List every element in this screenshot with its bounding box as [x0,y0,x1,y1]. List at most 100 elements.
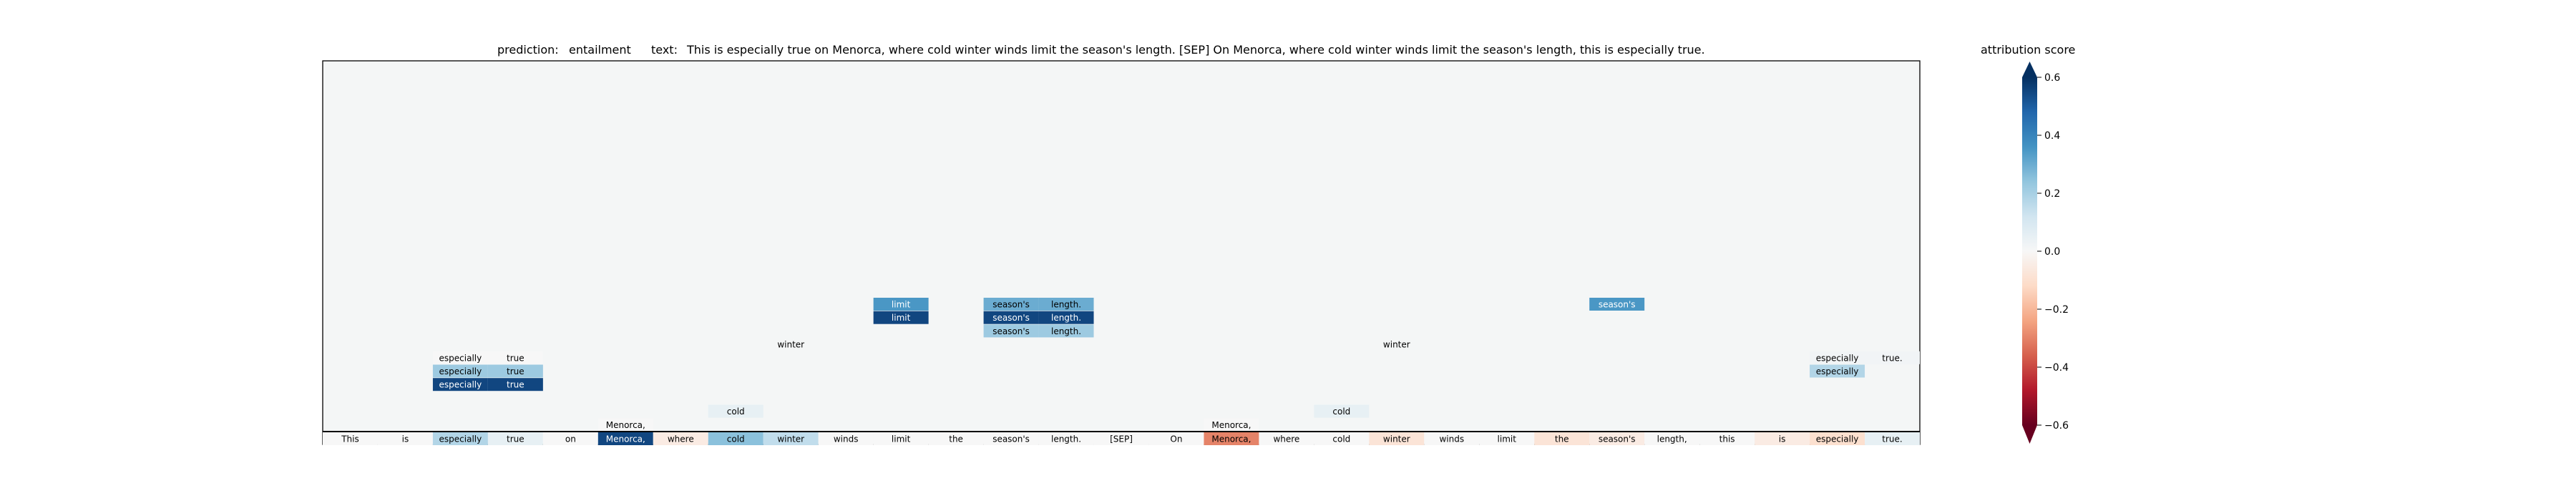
attention-cell [1038,311,1094,324]
attention-cell [1204,418,1259,432]
attention-cell [487,364,543,378]
attention-label: season's [992,313,1030,323]
token-label: season's [1599,434,1636,444]
attention-cell [1589,298,1645,311]
colorbar-gradient [2022,77,2037,425]
attention-label: true [507,366,525,376]
token-label: where [668,434,694,444]
attention-cell [597,418,653,432]
token-cell [1369,432,1425,445]
token-cell [1038,432,1094,445]
colorbar-tick-label: 0.4 [2044,130,2060,142]
token-label: winter [777,434,804,444]
token-label: This [341,434,359,444]
token-label: winds [1439,434,1464,444]
attention-cell [432,364,488,378]
attention-label: cold [727,407,745,417]
token-label: especially [439,434,482,444]
attention-cell [1810,351,1865,364]
attention-cell [1038,324,1094,338]
attention-label: season's [992,326,1030,336]
prediction-value: entailment [569,43,631,57]
token-label: Menorca, [1211,434,1251,444]
attention-label: limit [892,313,911,323]
token-label: this [1719,434,1735,444]
token-cell [597,432,653,445]
attention-label: especially [1816,353,1859,363]
token-cell [1534,432,1590,445]
attention-cell [763,338,819,351]
token-cell [653,432,708,445]
token-cell [1093,432,1149,445]
token-label: especially [1816,434,1859,444]
attention-cell [432,378,488,391]
token-label: where [1273,434,1299,444]
attention-label: winter [777,340,804,350]
attention-label: season's [1599,300,1636,310]
attention-cell [1369,338,1425,351]
colorbar-tick-label: −0.2 [2044,304,2069,316]
token-label: [SEP] [1110,434,1133,444]
token-cell [377,432,433,445]
text-value: This is especially true on Menorca, wher… [687,43,1705,57]
token-cell [1589,432,1645,445]
attention-label: season's [992,300,1030,310]
colorbar-top-arrow [2022,62,2037,77]
attention-cell [1038,298,1094,311]
token-cell [818,432,874,445]
attention-label: especially [1816,366,1859,376]
token-cell [708,432,763,445]
colorbar-title: attribution score [1981,43,2076,57]
token-cell [1755,432,1810,445]
token-label: Menorca, [606,434,645,444]
colorbar: 0.6 0.4 0.2 0.0 −0.2 −0.4 −0.6 [2022,62,2069,444]
attention-label: length. [1051,300,1081,310]
heatmap-cells: This is especially true on Menorca, where cold w… [323,298,1920,445]
token-cell [763,432,819,445]
attention-label: limit [892,300,911,310]
token-label: limit [1498,434,1517,444]
token-cell [542,432,598,445]
token-cell [1479,432,1535,445]
attention-label: especially [439,380,482,390]
plot-area [322,60,1921,445]
token-cell [432,432,488,445]
attention-cell [983,324,1039,338]
text-label: text: [651,43,678,57]
attention-cell [1865,351,1920,364]
token-cell [873,432,929,445]
attention-label: Menorca, [606,420,645,430]
attention-label: winter [1383,340,1410,350]
token-label: limit [892,434,911,444]
attention-label: especially [439,366,482,376]
token-label: true [507,434,525,444]
token-label: On [1170,434,1182,444]
colorbar-tick-label: 0.6 [2044,72,2060,84]
colorbar-tick-label: 0.2 [2044,188,2060,200]
attention-cell [873,311,929,324]
token-label: season's [992,434,1030,444]
colorbar-tick-label: 0.0 [2044,246,2060,258]
attention-label: Menorca, [1211,420,1251,430]
token-cell [1148,432,1204,445]
attention-label: true [507,353,525,363]
token-cell [1810,432,1865,445]
attention-cell [983,298,1039,311]
token-cell [1424,432,1480,445]
token-label: is [402,434,409,444]
attention-cell [1810,364,1865,378]
token-cell [983,432,1039,445]
attention-cell [983,311,1039,324]
attention-cell [487,378,543,391]
token-label: the [949,434,963,444]
token-label: winter [1383,434,1410,444]
token-cell [1259,432,1314,445]
attention-label: length. [1051,313,1081,323]
token-label: length. [1051,434,1081,444]
token-cell [323,432,378,445]
token-label: cold [727,434,745,444]
token-cell [487,432,543,445]
token-cell [1204,432,1259,445]
token-label: cold [1332,434,1350,444]
colorbar-bottom-arrow [2022,425,2037,444]
